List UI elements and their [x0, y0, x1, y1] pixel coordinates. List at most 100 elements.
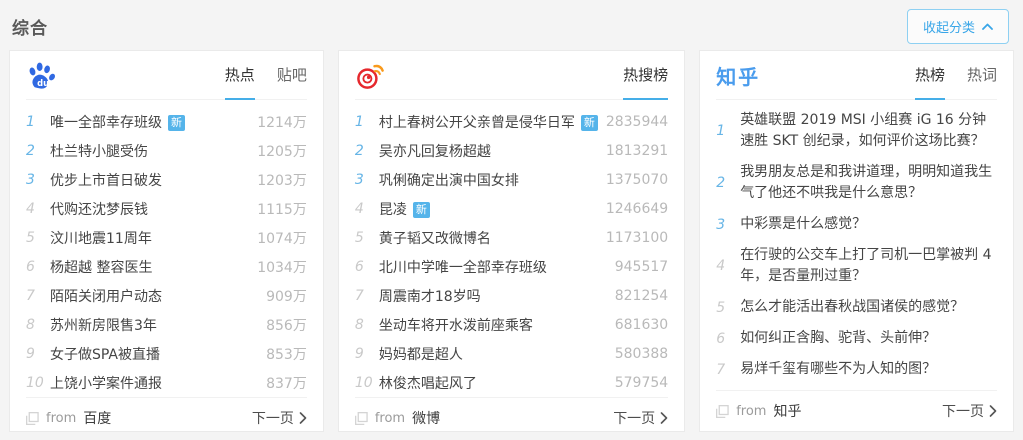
item-rank: 8 [26, 316, 35, 333]
new-badge: 新 [412, 201, 430, 218]
list-item[interactable]: 10 林俊杰唱起风了 579754 [355, 368, 668, 397]
next-page-label: 下一页 [251, 411, 294, 427]
tab-zhihu-0[interactable]: 热榜 [914, 51, 945, 100]
list-item[interactable]: 7 易烊千玺有哪些不为人知的图？ [716, 359, 997, 380]
item-rank: 9 [354, 345, 364, 362]
item-heat-value: 1115万 [257, 201, 307, 218]
from-source-link[interactable]: 知乎 [773, 404, 802, 420]
list-item[interactable]: 3 巩俐确定出演中国女排 1375070 [355, 165, 668, 194]
tab-zhihu-1[interactable]: 热词 [967, 66, 998, 84]
item-rank: 4 [354, 200, 364, 217]
item-rank: 4 [716, 258, 726, 274]
from-label: from [46, 410, 77, 426]
list-item[interactable]: 2 杜兰特小腿受伤 1205万 [26, 136, 307, 165]
item-rank: 2 [26, 142, 35, 159]
list-item[interactable]: 1 唯一全部幸存班级新 1214万 [26, 107, 307, 136]
item-heat-value: 1034万 [257, 259, 307, 276]
item-heat-value: 580388 [614, 345, 669, 362]
chevron-right-icon [989, 405, 997, 417]
from-source-link[interactable]: 百度 [83, 411, 112, 427]
item-rank: 8 [354, 316, 364, 333]
item-title: 如何纠正含胸、驼背、头前伸？ [740, 330, 937, 346]
item-title: 昆凌新 [379, 199, 430, 219]
panel-header: du 热点 贴吧 [26, 51, 307, 100]
list-item[interactable]: 4 在行驶的公交车上打了司机一巴掌被判 4 年，是否量刑过重？ [716, 245, 997, 287]
tab-baidu-1[interactable]: 贴吧 [276, 66, 307, 84]
list-item[interactable]: 7 陌陌关闭用户动态 909万 [26, 281, 307, 310]
panel-footer: from 百度 下一页 [26, 397, 307, 438]
new-badge: 新 [580, 114, 598, 131]
item-title: 巩俐确定出演中国女排 [378, 172, 519, 189]
list-item[interactable]: 10 上饶小学案件通报 837万 [26, 368, 307, 397]
item-heat-value: 837万 [266, 375, 307, 392]
source-site-icon [354, 411, 368, 425]
item-heat-value: 945517 [614, 258, 669, 275]
chevron-right-icon [299, 412, 307, 424]
item-heat-value: 856万 [266, 317, 307, 334]
panel-header: 热搜榜 [354, 51, 669, 100]
list-item[interactable]: 4 代购还沈梦辰钱 1115万 [26, 194, 307, 223]
item-heat-value: 1074万 [257, 230, 307, 247]
list-item[interactable]: 3 中彩票是什么感觉？ [716, 214, 997, 235]
from-label: from [374, 410, 406, 426]
item-heat-value: 1205万 [257, 143, 307, 160]
list-item[interactable]: 6 北川中学唯一全部幸存班级 945517 [355, 252, 668, 281]
item-heat-value: 853万 [266, 346, 307, 363]
list-item[interactable]: 3 优步上市首日破发 1203万 [26, 165, 307, 194]
tab-weibo-0[interactable]: 热搜榜 [623, 51, 669, 100]
item-heat-value: 1813291 [605, 142, 669, 159]
item-rank: 6 [716, 330, 726, 347]
item-title: 女子做SPA被直播 [50, 346, 161, 363]
item-rank: 3 [716, 216, 726, 233]
item-title: 苏州新房限售3年 [50, 317, 157, 334]
item-heat-value: 821254 [614, 287, 669, 304]
item-heat-value: 1246649 [605, 200, 669, 217]
item-title: 上饶小学案件通报 [50, 375, 162, 392]
weibo-logo-icon [355, 51, 386, 99]
item-rank: 6 [354, 258, 364, 275]
list-item[interactable]: 9 妈妈都是超人 580388 [355, 339, 668, 368]
list-item[interactable]: 9 女子做SPA被直播 853万 [26, 339, 307, 368]
item-heat-value: 1203万 [257, 172, 307, 189]
item-title: 北川中学唯一全部幸存班级 [378, 259, 547, 276]
item-heat-value: 579754 [614, 374, 669, 391]
list-item[interactable]: 5 汶川地震11周年 1074万 [26, 223, 307, 252]
list-item[interactable]: 4 昆凌新 1246649 [355, 194, 668, 223]
panel-tabs: 热点 贴吧 [203, 51, 307, 100]
panel-list: 1 唯一全部幸存班级新 1214万 2 杜兰特小腿受伤 1205万 3 优步上市首日破发 120… [26, 100, 307, 397]
list-item[interactable]: 5 黄子韬又改微博名 1173100 [355, 223, 668, 252]
next-page-button[interactable]: 下一页 [942, 401, 997, 421]
list-item[interactable]: 8 坐动车将开水泼前座乘客 681630 [355, 310, 668, 339]
item-rank: 7 [354, 287, 364, 304]
list-item[interactable]: 5 怎么才能活出春秋战国诸侯的感觉？ [716, 297, 997, 318]
list-item[interactable]: 7 周震南才18岁吗 821254 [355, 281, 668, 310]
item-rank: 2 [716, 175, 726, 191]
item-rank: 7 [716, 361, 726, 378]
item-title: 英雄联盟 2019 MSI 小组赛 iG 16 分钟速胜 SKT 创纪录，如何评… [740, 112, 987, 149]
item-heat-value: 681630 [614, 316, 669, 333]
from-source-link[interactable]: 微博 [412, 411, 441, 427]
list-item[interactable]: 2 吴亦凡回复杨超越 1813291 [355, 136, 668, 165]
collapse-category-button[interactable]: 收起分类 [906, 9, 1009, 44]
item-rank: 2 [354, 142, 364, 159]
list-item[interactable]: 1 村上春树公开父亲曾是侵华日军新 2835944 [355, 107, 668, 136]
list-item[interactable]: 2 我男朋友总是和我讲道理，明明知道我生气了他还不哄我是什么意思？ [716, 162, 997, 204]
item-heat-value: 1173100 [605, 229, 669, 246]
item-title: 我男朋友总是和我讲道理，明明知道我生气了他还不哄我是什么意思？ [740, 164, 993, 201]
item-rank: 5 [716, 299, 726, 316]
list-item[interactable]: 6 如何纠正含胸、驼背、头前伸？ [716, 328, 997, 349]
panel-baidu: du 热点 贴吧 1 唯一全部幸存班级新 1214万 2 杜兰特小腿受伤 1205万 3 优步上市… [9, 50, 324, 432]
list-item[interactable]: 8 苏州新房限售3年 856万 [26, 310, 307, 339]
list-item[interactable]: 6 杨超越 整容医生 1034万 [26, 252, 307, 281]
new-badge: 新 [168, 114, 185, 131]
next-page-button[interactable]: 下一页 [252, 408, 307, 428]
item-rank: 1 [26, 113, 35, 130]
list-item[interactable]: 1 英雄联盟 2019 MSI 小组赛 iG 16 分钟速胜 SKT 创纪录，如何… [716, 110, 997, 152]
item-rank: 7 [26, 287, 35, 304]
next-page-button[interactable]: 下一页 [613, 408, 668, 428]
item-title: 陌陌关闭用户动态 [50, 288, 162, 305]
panel-tabs: 热搜榜 [601, 51, 669, 100]
source-site-icon [26, 411, 39, 425]
panel-footer: from 知乎 下一页 [716, 390, 998, 431]
tab-baidu-0[interactable]: 热点 [224, 51, 255, 100]
